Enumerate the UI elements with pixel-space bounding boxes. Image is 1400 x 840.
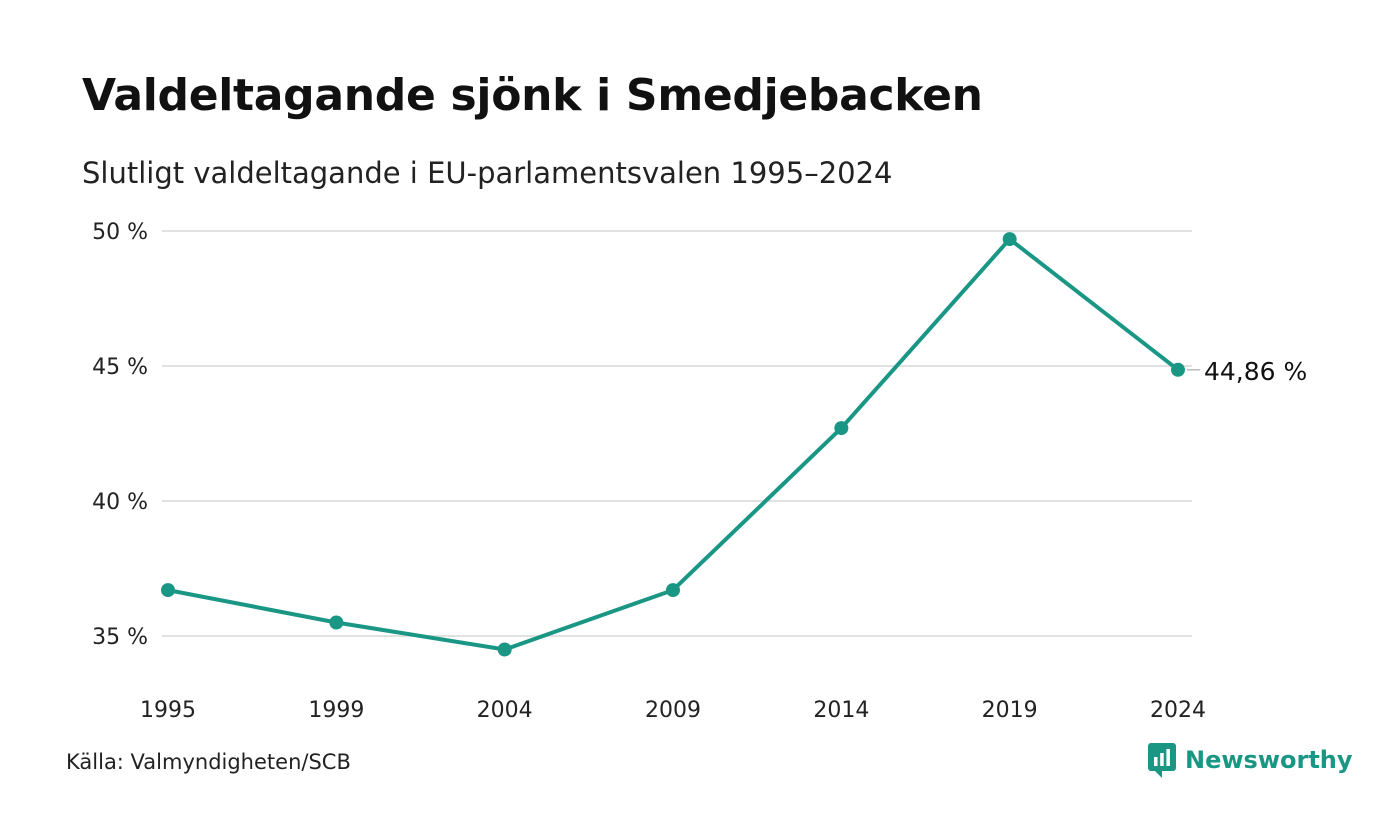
x-tick-label: 2019 <box>982 698 1038 723</box>
data-point <box>161 583 175 598</box>
end-value-label: 44,86 % <box>1204 357 1307 386</box>
series-points <box>161 232 1185 657</box>
brand-name: Newsworthy <box>1185 746 1353 774</box>
data-point <box>1171 362 1185 377</box>
data-point <box>666 583 680 598</box>
x-tick-label: 2004 <box>477 698 533 723</box>
x-tick-label: 1995 <box>140 698 196 723</box>
source-note: Källa: Valmyndigheten/SCB <box>66 750 351 774</box>
end-annotation: 44,86 % <box>1187 357 1307 386</box>
x-axis-labels: 1995 1999 2004 2009 2014 2019 2024 <box>140 698 1206 723</box>
x-tick-label: 1999 <box>308 698 364 723</box>
data-point <box>834 421 849 436</box>
x-tick-label: 2014 <box>813 698 869 723</box>
gridlines <box>162 230 1192 637</box>
y-tick-label: 45 % <box>92 355 148 380</box>
data-point <box>329 615 344 630</box>
y-tick-label: 50 % <box>92 220 148 245</box>
newsworthy-logo-icon <box>1148 743 1176 778</box>
y-tick-label: 40 % <box>92 490 148 515</box>
x-tick-label: 2024 <box>1150 698 1206 723</box>
x-tick-label: 2009 <box>645 698 701 723</box>
chart-title: Valdeltagande sjönk i Smedjebacken <box>82 70 983 121</box>
brand-logo[interactable]: Newsworthy <box>1147 742 1353 778</box>
data-point <box>497 642 512 657</box>
y-tick-label: 35 % <box>92 625 148 650</box>
chart-subtitle: Slutligt valdeltagande i EU-parlamentsva… <box>82 156 893 190</box>
data-point <box>1002 232 1017 247</box>
y-axis-labels: 50 % 45 % 40 % 35 % <box>92 220 148 650</box>
